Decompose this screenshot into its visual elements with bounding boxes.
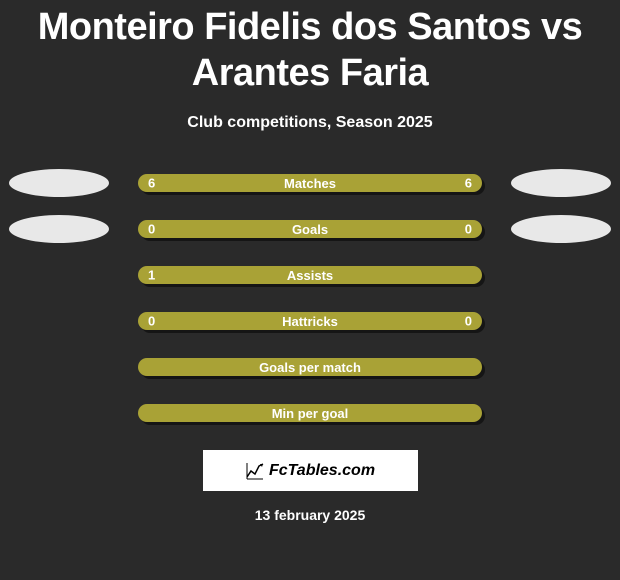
- stat-value-left: 0: [148, 222, 155, 237]
- stat-value-left: 0: [148, 314, 155, 329]
- stat-value-right: 0: [465, 222, 472, 237]
- stat-label: Hattricks: [282, 314, 338, 329]
- stat-row-mpg: Min per goal: [0, 404, 620, 422]
- subtitle: Club competitions, Season 2025: [0, 114, 620, 132]
- stat-bar: 0 Hattricks 0: [138, 312, 482, 330]
- stat-bar: 6 Matches 6: [138, 174, 482, 192]
- team-oval-left: [9, 215, 109, 243]
- stat-row-hattricks: 0 Hattricks 0: [0, 312, 620, 330]
- team-oval-right: [511, 215, 611, 243]
- footer-date: 13 february 2025: [0, 507, 620, 523]
- stat-label: Assists: [287, 268, 333, 283]
- stat-label: Matches: [284, 176, 336, 191]
- stat-value-right: 6: [465, 176, 472, 191]
- brand-logo-box: FcTables.com: [203, 450, 418, 491]
- chart-up-icon: [245, 461, 265, 481]
- page-title: Monteiro Fidelis dos Santos vs Arantes F…: [0, 5, 620, 96]
- team-oval-left: [9, 169, 109, 197]
- team-oval-right: [511, 169, 611, 197]
- stat-row-matches: 6 Matches 6: [0, 174, 620, 192]
- stat-value-left: 6: [148, 176, 155, 191]
- stat-value-left: 1: [148, 268, 155, 283]
- stat-label: Goals per match: [259, 360, 361, 375]
- stat-label: Min per goal: [272, 406, 349, 421]
- stat-row-assists: 1 Assists: [0, 266, 620, 284]
- stat-bar: 0 Goals 0: [138, 220, 482, 238]
- brand-logo-text: FcTables.com: [269, 462, 375, 480]
- stat-row-goals: 0 Goals 0: [0, 220, 620, 238]
- comparison-infographic: Monteiro Fidelis dos Santos vs Arantes F…: [0, 0, 620, 580]
- stat-row-gpm: Goals per match: [0, 358, 620, 376]
- stat-value-right: 0: [465, 314, 472, 329]
- stat-label: Goals: [292, 222, 328, 237]
- stat-bar: Min per goal: [138, 404, 482, 422]
- stat-bar: 1 Assists: [138, 266, 482, 284]
- stat-rows: 6 Matches 6 0 Goals 0 1 Assists: [0, 174, 620, 422]
- stat-bar: Goals per match: [138, 358, 482, 376]
